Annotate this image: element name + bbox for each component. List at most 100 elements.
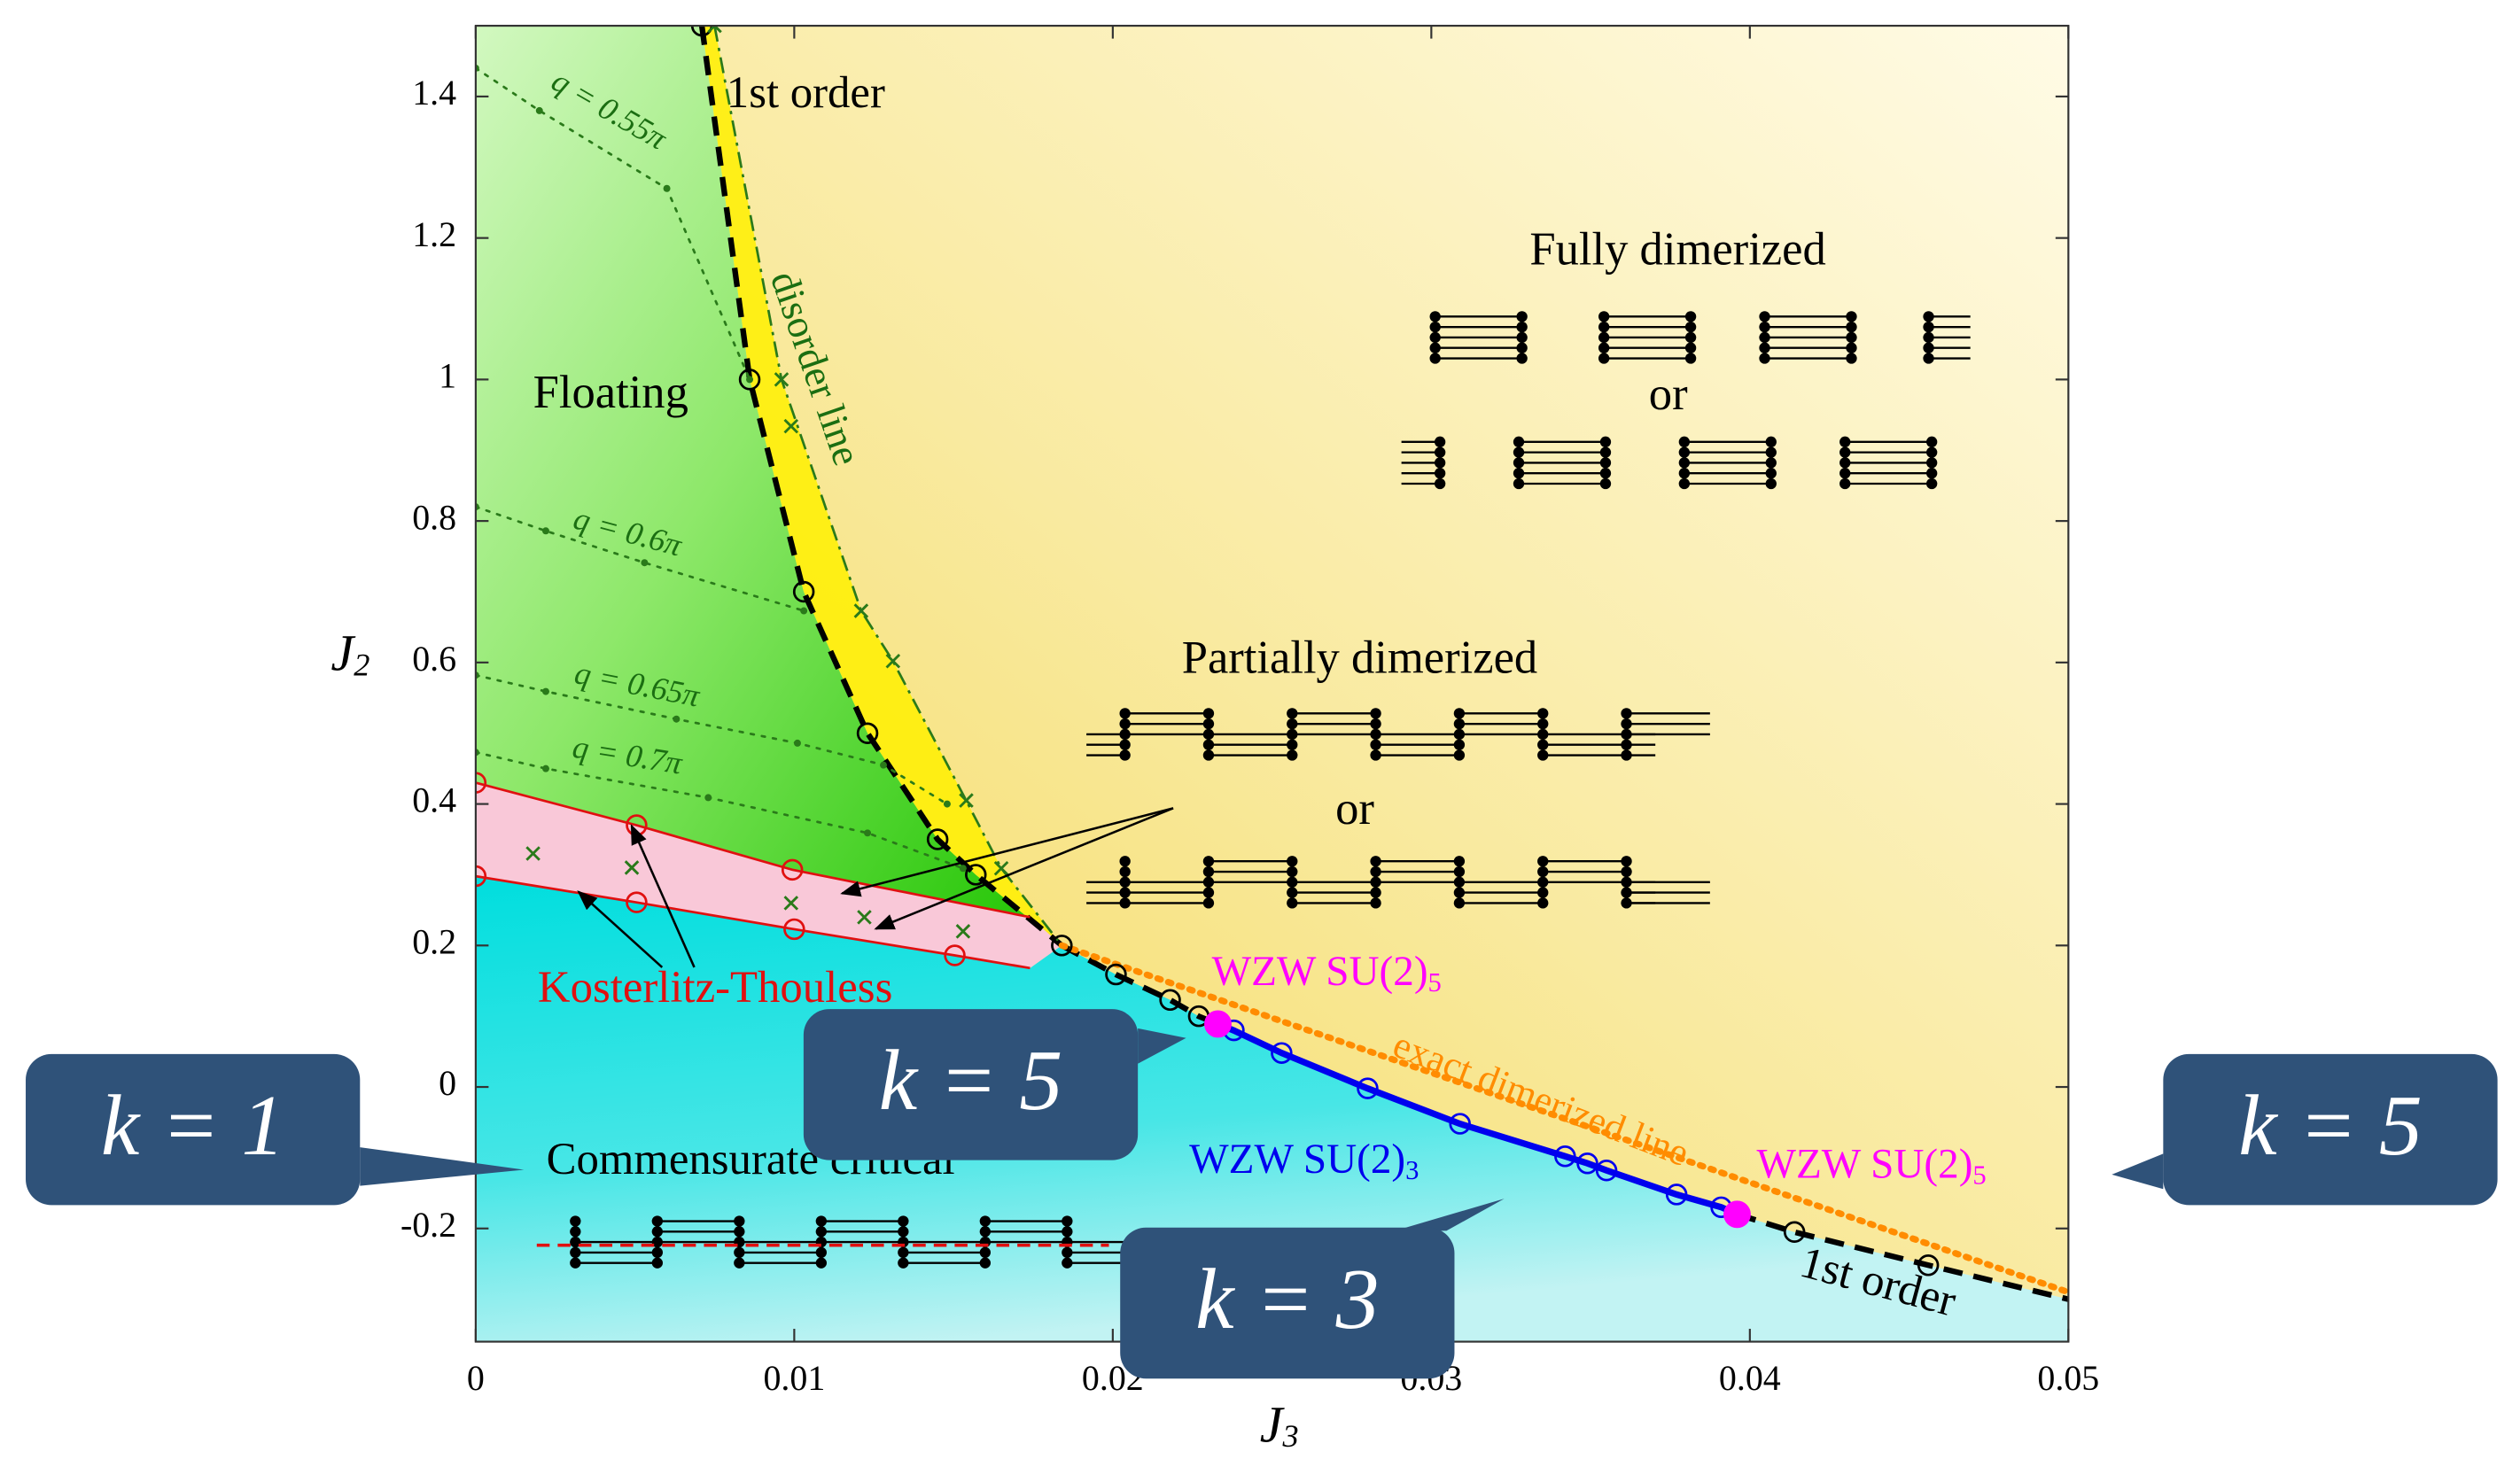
- spin: [1513, 457, 1524, 468]
- y-tick-label: 0.4: [412, 780, 456, 820]
- spin: [1516, 332, 1527, 343]
- spin: [1923, 332, 1933, 343]
- spin: [1600, 446, 1611, 457]
- spin: [1839, 478, 1850, 489]
- spin: [1923, 343, 1933, 353]
- y-tick-label: -0.2: [401, 1205, 456, 1245]
- y-axis-label-sub: 2: [354, 648, 369, 683]
- spin: [1513, 478, 1524, 489]
- q-dot: [673, 716, 680, 723]
- annotation-main: Kosterlitz-Thouless: [538, 962, 892, 1012]
- annotation: Floating: [533, 367, 688, 418]
- q-dot: [542, 765, 549, 772]
- q-dot: [960, 865, 967, 872]
- spin: [1516, 311, 1527, 322]
- spin: [1846, 311, 1856, 322]
- spin: [1600, 478, 1611, 489]
- spin: [1679, 478, 1690, 489]
- x-axis-label: J3: [1260, 1396, 1299, 1455]
- spin: [1926, 478, 1937, 489]
- spin: [1598, 353, 1609, 363]
- spin: [652, 1258, 663, 1269]
- x-axis-label-sub: 3: [1282, 1419, 1299, 1455]
- q-dot: [944, 801, 951, 808]
- spin: [980, 1258, 991, 1269]
- spin: [1435, 446, 1445, 457]
- annotation-main: WZW SU(2): [1756, 1141, 1972, 1187]
- spin: [1435, 478, 1445, 489]
- spin: [1537, 708, 1548, 718]
- spin: [1454, 856, 1465, 866]
- spin: [1759, 332, 1769, 343]
- spin: [1759, 343, 1769, 353]
- spin: [1370, 708, 1381, 718]
- q-dot: [664, 185, 671, 192]
- spin: [734, 1226, 744, 1237]
- spin: [1119, 856, 1130, 866]
- y-axis-label: J2: [331, 625, 369, 683]
- q-dot: [746, 376, 753, 383]
- q-dot: [794, 740, 801, 747]
- spin: [1062, 1215, 1072, 1226]
- spin: [570, 1226, 580, 1237]
- x-tick-label: 0.04: [1719, 1358, 1781, 1398]
- q-dot: [542, 688, 549, 695]
- spin: [1839, 468, 1850, 478]
- q-dot: [542, 527, 549, 534]
- spin: [1287, 740, 1297, 750]
- spin: [1846, 332, 1856, 343]
- q-dot: [704, 794, 712, 801]
- spin: [1516, 322, 1527, 332]
- spin: [1839, 446, 1850, 457]
- spin: [1846, 343, 1856, 353]
- spin: [1759, 353, 1769, 363]
- spin: [1926, 457, 1937, 468]
- x-axis-label-main: J: [1260, 1396, 1286, 1454]
- spin: [1600, 468, 1611, 478]
- spin: [1430, 343, 1441, 353]
- callout-label: k = 3: [1195, 1252, 1380, 1347]
- annotation-main: Fully dimerized: [1529, 224, 1825, 276]
- spin: [1759, 311, 1769, 322]
- spin: [1923, 322, 1933, 332]
- spin: [898, 1215, 908, 1226]
- page: {"chart_data": { "type": "line", "xlabel…: [0, 0, 2520, 1459]
- data-point: [1724, 1201, 1750, 1227]
- y-tick-label: 0.2: [412, 921, 456, 961]
- spin: [1766, 446, 1777, 457]
- spin: [1598, 322, 1609, 332]
- spin: [1516, 353, 1527, 363]
- annotation-main: 1st order: [727, 67, 885, 117]
- spin: [1839, 437, 1850, 447]
- spin: [1600, 457, 1611, 468]
- q-dot: [641, 559, 648, 566]
- annotation: Kosterlitz-Thouless: [538, 962, 892, 1012]
- spin: [1839, 457, 1850, 468]
- y-tick-label: 1: [439, 356, 456, 396]
- annotation-main: Floating: [533, 367, 688, 418]
- spin: [1516, 343, 1527, 353]
- spin: [898, 1226, 908, 1237]
- annotation-main: WZW SU(2): [1189, 1137, 1405, 1183]
- spin: [1926, 437, 1937, 447]
- y-tick-label: 0: [439, 1063, 456, 1103]
- annotation: WZW SU(2)3: [1189, 1137, 1419, 1185]
- spin: [1759, 322, 1769, 332]
- spin: [1513, 446, 1524, 457]
- spin: [1062, 1226, 1072, 1237]
- spin: [1513, 437, 1524, 447]
- spin: [734, 1215, 744, 1226]
- annotation-main: or: [1335, 783, 1374, 834]
- spin: [1926, 446, 1937, 457]
- annotation-main: WZW SU(2): [1212, 949, 1428, 995]
- annotation: Partially dimerized: [1182, 632, 1538, 683]
- spin: [1203, 897, 1214, 908]
- spin: [1766, 437, 1777, 447]
- annotation: WZW SU(2)5: [1756, 1141, 1986, 1190]
- spin: [1679, 446, 1690, 457]
- spin: [1454, 740, 1465, 750]
- annotation: 1st order: [727, 67, 885, 117]
- spin: [816, 1247, 827, 1258]
- spin: [1598, 311, 1609, 322]
- q-dot: [880, 762, 887, 769]
